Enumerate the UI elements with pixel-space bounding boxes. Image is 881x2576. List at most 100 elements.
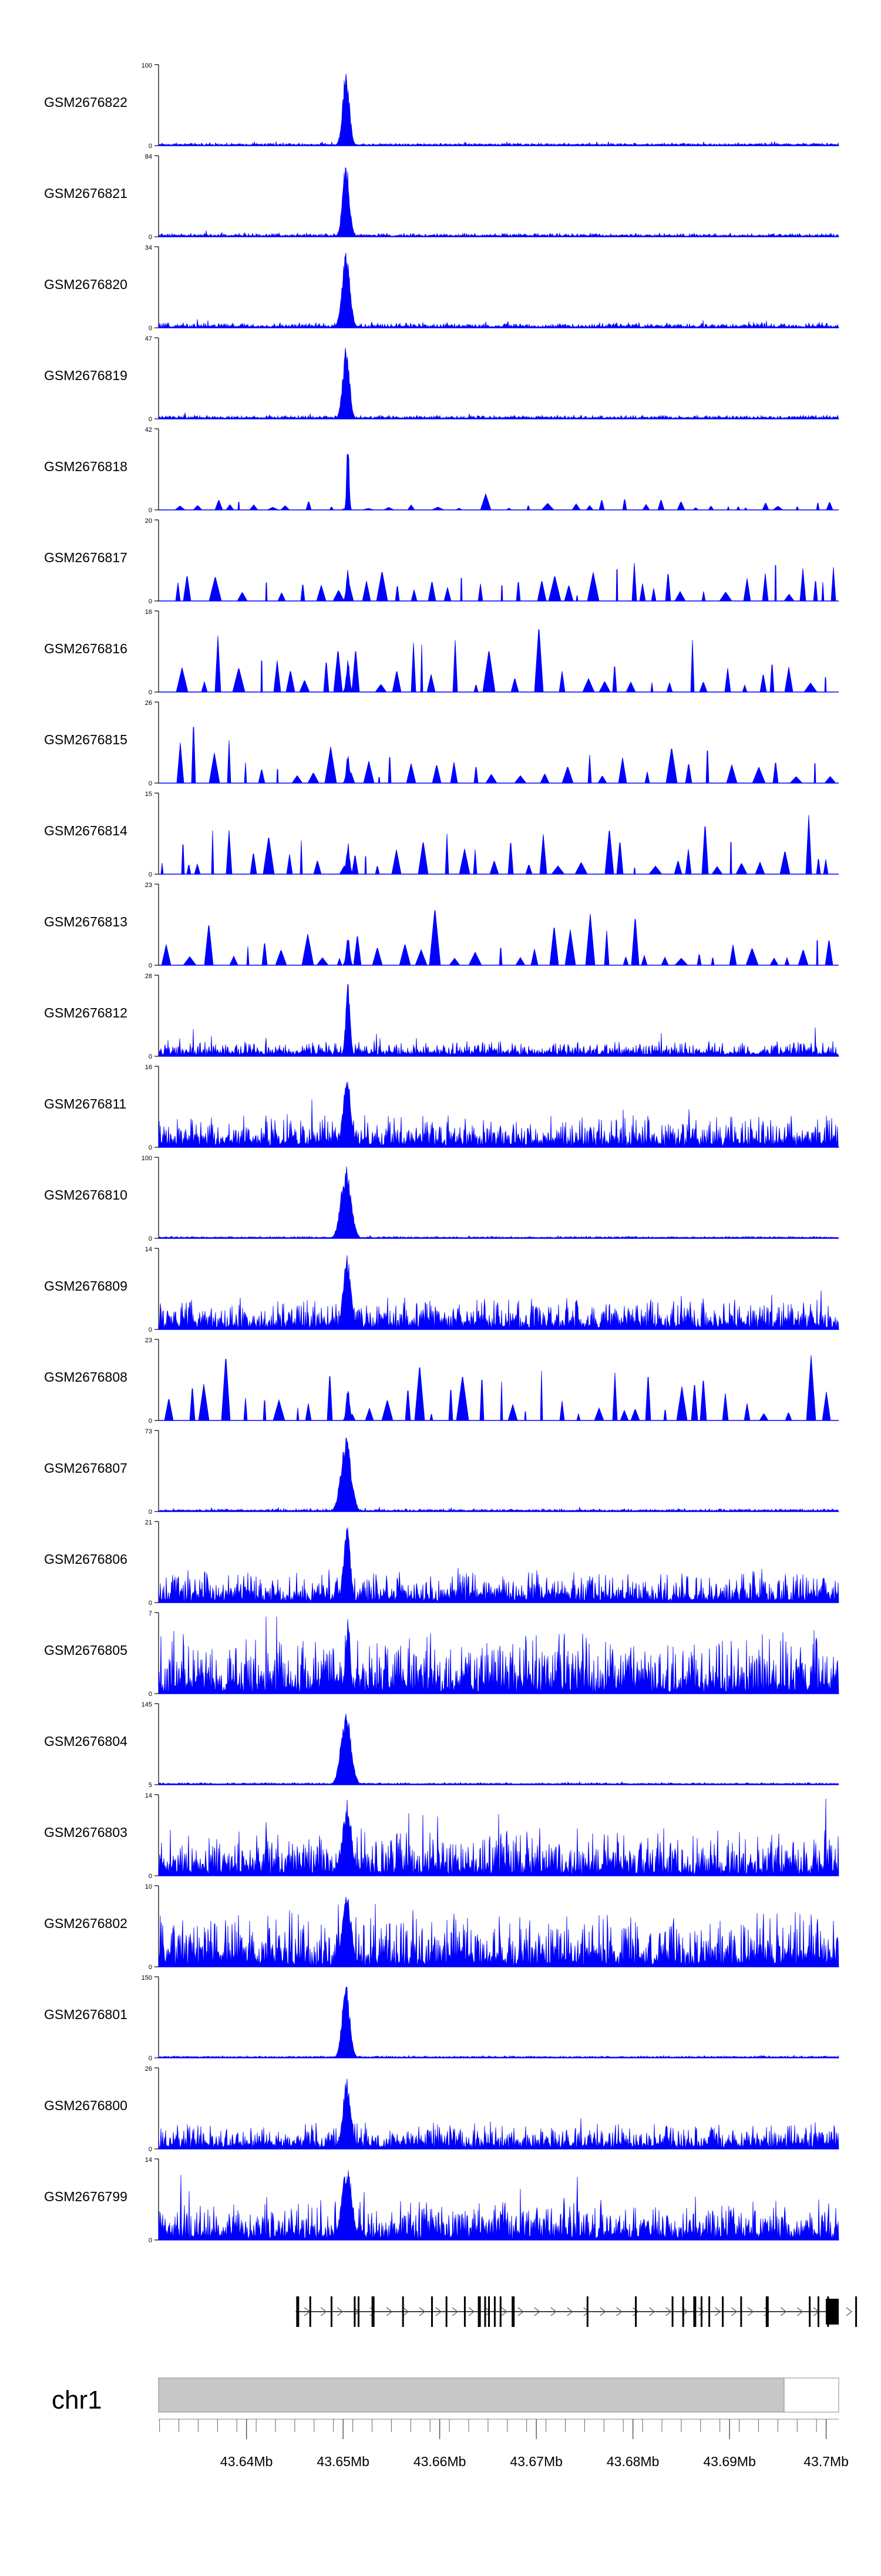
track-label: GSM2676808 [44,1369,127,1385]
coverage-area [159,563,839,602]
strand-arrow [320,2307,327,2316]
exon [478,2296,481,2327]
y-tick-label: 34 [145,244,152,251]
coverage-area [158,1255,839,1330]
y-tick-label: 15 [145,791,152,798]
coverage-area [158,348,839,419]
track-label: GSM2676816 [44,641,127,656]
exon [722,2296,724,2327]
coverage-area [158,1082,839,1148]
y-tick-label: 20 [145,518,152,525]
coverage-area [158,1714,839,1785]
y-tick-label: 0 [149,2237,152,2244]
y-tick-label: 21 [145,1519,152,1526]
track-label: GSM2676804 [44,1734,127,1749]
exon [330,2296,332,2327]
y-tick-label: 0 [149,1326,152,1334]
exon [431,2296,433,2327]
exon [463,2296,466,2327]
y-tick-label: 0 [149,507,152,514]
strand-arrow [731,2307,738,2316]
y-tick-label: 100 [142,1155,152,1162]
track-label: GSM2676800 [44,2098,127,2113]
y-tick-label: 0 [149,416,152,423]
chromosome-label: chr1 [52,2386,102,2414]
coverage-area [158,1166,839,1239]
exon [493,2296,496,2327]
x-tick-label: 43.7Mb [803,2454,849,2469]
coverage-area [158,167,839,237]
strand-arrow [616,2307,623,2316]
strand-arrow [501,2307,507,2316]
ideogram-band [158,2377,785,2413]
y-tick-label: 0 [149,2146,152,2153]
coverage-area [159,454,839,511]
coverage-area [159,1355,839,1421]
y-tick-label: 0 [149,1509,152,1516]
strand-arrow [846,2307,853,2316]
coverage-area [159,815,839,875]
strand-arrow [796,2307,803,2316]
y-tick-label: 42 [145,426,152,434]
track-label: GSM2676817 [44,550,127,565]
exon [809,2296,811,2327]
strand-arrow [337,2307,344,2316]
y-tick-label: 0 [149,1235,152,1242]
y-tick-label: 0 [149,598,152,605]
y-tick-label: 26 [145,700,152,707]
y-tick-label: 0 [149,871,152,878]
y-tick-label: 14 [145,1246,152,1253]
y-tick-label: 0 [149,1053,152,1060]
strand-arrow [468,2307,475,2316]
y-tick-label: 73 [145,1428,152,1435]
y-tick-label: 16 [145,1064,152,1071]
track-label: GSM2676813 [44,914,127,929]
exon [826,2299,839,2325]
exon [682,2296,684,2327]
strand-arrow [452,2307,458,2316]
x-tick-label: 43.65Mb [317,2454,369,2469]
exon [354,2296,356,2327]
strand-arrow [517,2307,524,2316]
x-tick-label: 43.64Mb [220,2454,273,2469]
track-label: GSM2676801 [44,2007,127,2022]
exon [309,2296,311,2327]
y-tick-label: 84 [145,153,152,160]
y-tick-label: 0 [149,2055,152,2062]
track-label: GSM2676803 [44,1825,127,1840]
y-tick-label: 0 [149,1691,152,1698]
y-tick-label: 0 [149,1144,152,1151]
y-tick-label: 0 [149,1418,152,1425]
coverage-area [158,1616,839,1694]
y-tick-label: 0 [149,962,152,969]
strand-arrow [600,2307,606,2316]
track-label: GSM2676809 [44,1278,127,1294]
ideogram-band [784,2377,839,2413]
y-tick-label: 47 [145,335,152,342]
track-label: GSM2676810 [44,1187,127,1203]
track-label: GSM2676820 [44,277,127,292]
strand-arrow [665,2307,672,2316]
track-label: GSM2676812 [44,1005,127,1020]
exon [586,2296,589,2327]
y-tick-label: 0 [149,234,152,241]
y-tick-label: 23 [145,1337,152,1344]
coverage-area [159,727,839,784]
exon [693,2296,697,2327]
coverage-area [158,2078,839,2150]
exon [371,2296,375,2327]
y-tick-label: 14 [145,1792,152,1799]
y-tick-label: 0 [149,780,152,787]
y-tick-label: 145 [142,1701,152,1708]
y-tick-label: 28 [145,973,152,980]
track-label: GSM2676818 [44,459,127,474]
y-tick-label: 5 [149,1782,152,1789]
strand-arrow [715,2307,721,2316]
y-tick-label: 10 [145,1883,152,1890]
y-tick-label: 0 [149,1873,152,1880]
coverage-area [158,73,839,146]
coverage-area [158,983,839,1057]
track-label: GSM2676814 [44,823,127,838]
exon [296,2296,300,2327]
